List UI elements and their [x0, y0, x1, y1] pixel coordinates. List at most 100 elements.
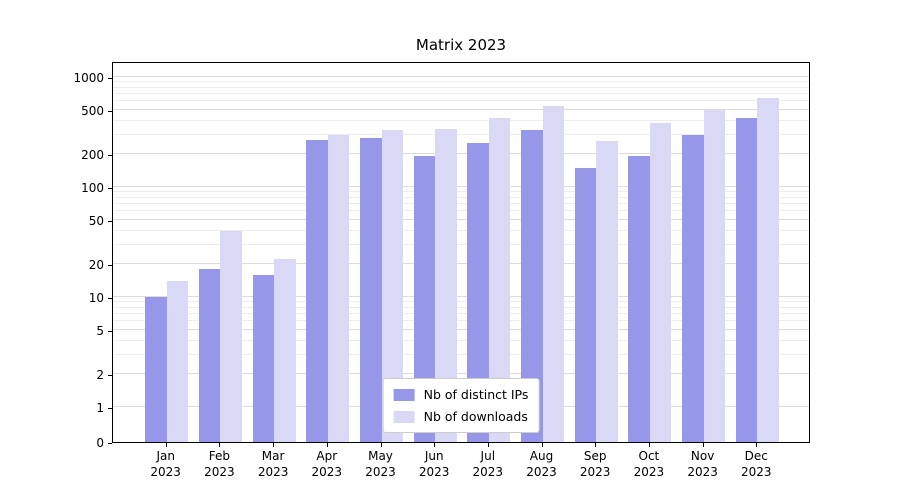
y-tick-label: 20 — [88, 257, 104, 272]
x-tick-label: Mar 2023 — [241, 448, 305, 480]
x-tick-month: Jul — [480, 449, 496, 463]
x-tick-month: Jun — [424, 449, 444, 463]
bar-downloads-sep — [596, 141, 618, 442]
y-tick-mark — [108, 408, 112, 409]
x-tick-year: 2023 — [741, 465, 772, 479]
gridline-minor — [113, 301, 809, 302]
gridline-major — [113, 109, 809, 111]
x-tick-mark — [165, 443, 167, 447]
x-tick-month: Aug — [529, 449, 554, 463]
x-tick-year: 2023 — [472, 465, 504, 479]
gridline-minor — [113, 191, 809, 192]
x-tick-year: 2023 — [365, 465, 396, 479]
x-tick-month: Sep — [583, 449, 607, 463]
gridline-major — [113, 329, 809, 331]
legend-swatch-downloads — [393, 410, 415, 423]
bar-downloads-jan — [166, 280, 189, 442]
gridline-major — [113, 372, 809, 374]
y-tick-label: 200 — [81, 147, 104, 162]
gridline-minor — [113, 133, 809, 135]
chart-title: Matrix 2023 — [415, 36, 507, 54]
bar-downloads-feb — [220, 230, 242, 442]
gridline-major — [113, 186, 809, 187]
x-tick-label: Apr 2023 — [295, 448, 359, 480]
bar-distinct-ips-feb — [198, 268, 221, 442]
bar-downloads-may — [381, 130, 403, 442]
y-tick-mark — [108, 331, 112, 333]
plot-area: Nb of distinct IPs Nb of downloads — [112, 62, 810, 443]
gridline-minor — [113, 81, 809, 82]
bar-distinct-ips-aug — [521, 130, 543, 442]
x-tick-mark — [487, 443, 489, 447]
x-tick-year: 2023 — [311, 465, 343, 479]
bar-distinct-ips-oct — [628, 156, 650, 442]
x-tick-year: 2023 — [579, 465, 611, 479]
gridline-minor — [113, 229, 809, 231]
x-tick-year: 2023 — [687, 465, 718, 479]
x-tick-label: May 2023 — [349, 448, 413, 480]
gridline-minor — [113, 313, 809, 314]
y-tick-mark — [108, 78, 112, 79]
x-tick-mark — [541, 443, 543, 447]
legend-label-distinct-ips: Nb of distinct IPs — [423, 387, 529, 402]
x-tick-month: Jan — [156, 449, 175, 463]
y-tick-label: 50 — [88, 214, 104, 229]
gridline-minor — [113, 210, 809, 212]
y-tick-label: 500 — [81, 104, 104, 119]
y-tick-label: 2 — [96, 367, 104, 382]
x-tick-year: 2023 — [204, 465, 235, 479]
bar-downloads-aug — [542, 106, 564, 442]
gridline-minor — [113, 353, 809, 355]
gridline-major — [113, 219, 809, 221]
x-tick-year: 2023 — [418, 465, 450, 479]
y-tick-mark — [108, 188, 112, 189]
x-tick-label: Jan 2023 — [134, 448, 198, 480]
y-tick-label: 1 — [96, 401, 104, 415]
bar-distinct-ips-mar — [252, 274, 275, 442]
bar-distinct-ips-apr — [306, 139, 328, 442]
bar-distinct-ips-sep — [574, 167, 597, 442]
gridline-minor — [113, 243, 809, 245]
x-tick-year: 2023 — [633, 465, 665, 479]
y-tick-label: 1000 — [73, 71, 104, 85]
bar-downloads-mar — [274, 259, 296, 442]
x-tick-month: Nov — [690, 449, 715, 463]
x-tick-label: Oct 2023 — [617, 448, 681, 480]
y-tick-mark — [108, 374, 112, 376]
bar-distinct-ips-jul — [467, 143, 489, 442]
y-tick-mark — [108, 154, 112, 156]
x-tick-mark — [702, 443, 704, 447]
x-tick-label: Jun 2023 — [402, 448, 466, 480]
x-tick-mark — [380, 443, 382, 447]
y-tick-mark — [108, 221, 112, 223]
gridline-major — [113, 152, 809, 154]
x-tick-label: Feb 2023 — [187, 448, 251, 480]
x-tick-label: Aug 2023 — [510, 448, 574, 480]
gridline-minor — [113, 306, 809, 308]
legend-swatch-distinct-ips — [393, 388, 415, 401]
bar-downloads-oct — [649, 123, 672, 442]
x-tick-label: Nov 2023 — [671, 448, 735, 480]
gridline-minor — [113, 339, 809, 341]
gridline-minor — [113, 320, 809, 322]
legend: Nb of distinct IPs Nb of downloads — [382, 378, 540, 433]
x-tick-month: Apr — [316, 449, 338, 463]
x-tick-label: Dec 2023 — [724, 448, 788, 480]
bars-layer — [113, 63, 809, 442]
bar-distinct-ips-jan — [145, 297, 167, 442]
x-tick-mark — [648, 443, 650, 447]
x-tick-year: 2023 — [257, 465, 289, 479]
gridline-minor — [113, 86, 809, 88]
x-tick-year: 2023 — [526, 465, 557, 479]
legend-item-distinct-ips: Nb of distinct IPs — [393, 387, 529, 402]
gridline-minor — [113, 119, 809, 121]
bar-downloads-jul — [488, 118, 511, 442]
y-tick-label: 10 — [88, 291, 104, 305]
bar-distinct-ips-may — [360, 137, 382, 442]
x-tick-mark — [434, 443, 436, 447]
legend-label-downloads: Nb of downloads — [423, 409, 528, 424]
y-tick-mark — [108, 298, 112, 299]
x-tick-mark — [273, 443, 275, 447]
x-tick-month: Mar — [261, 449, 285, 463]
gridline-minor — [113, 203, 809, 204]
